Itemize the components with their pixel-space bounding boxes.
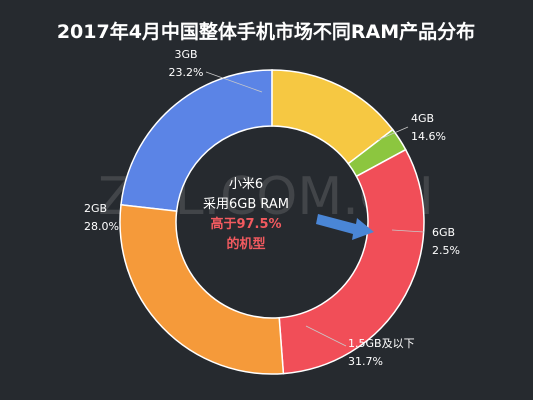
leader-line-6GB xyxy=(391,229,425,233)
center-label: 小米6 采用6GB RAM 高于97.5% 的机型 xyxy=(203,177,289,252)
slice-label-4GB: 4GB xyxy=(411,112,434,125)
slice-value-3GB: 23.2% xyxy=(169,66,204,79)
center-line-phone: 小米6 xyxy=(229,177,263,192)
leader-line-1.5GB及以下 xyxy=(305,325,347,347)
chart-title: 2017年4月中国整体手机市场不同RAM产品分布 xyxy=(57,20,475,43)
slice-label-6GB: 6GB xyxy=(432,226,455,239)
center-line-ram: 采用6GB RAM xyxy=(203,197,289,212)
slice-value-4GB: 14.6% xyxy=(411,130,446,143)
slice-label-3GB: 3GB xyxy=(174,48,197,61)
slice-label-1.5GB及以下: 1.5GB及以下 xyxy=(348,337,415,350)
leader-line-4GB xyxy=(377,126,409,141)
slice-label-2GB: 2GB xyxy=(84,202,107,215)
center-line-percent: 高于97.5% xyxy=(210,216,281,232)
leader-line-3GB xyxy=(205,71,263,93)
pointer-arrow xyxy=(316,214,374,240)
slice-1.5GB及以下 xyxy=(278,148,425,375)
center-line-models: 的机型 xyxy=(226,236,265,252)
slice-value-1.5GB及以下: 31.7% xyxy=(348,355,383,368)
slice-group xyxy=(119,69,425,375)
slice-value-2GB: 28.0% xyxy=(84,220,119,233)
arrow-icon xyxy=(316,214,374,240)
slice-value-6GB: 2.5% xyxy=(432,244,460,257)
slice-2GB xyxy=(119,203,285,375)
label-group: 3GB 23.2% 4GB 14.6% 6GB 2.5% 1.5GB及以下 31.7% 2GB 2… xyxy=(84,48,460,368)
